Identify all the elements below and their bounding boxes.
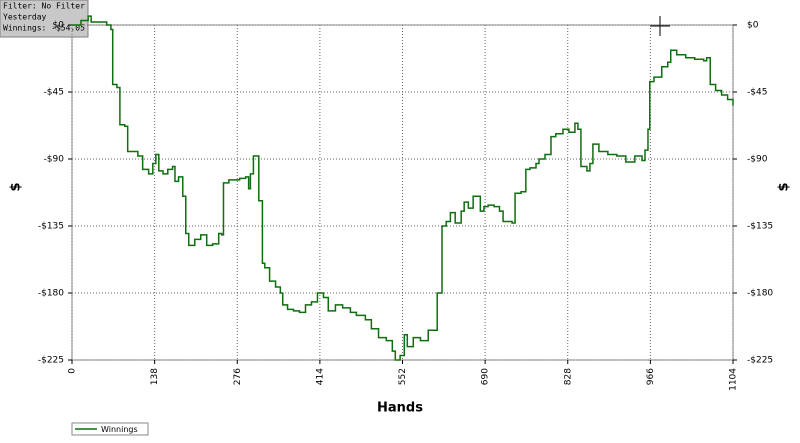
y-tick-label: -$225 [38,356,64,366]
info-text: Yesterday [3,13,47,22]
x-tick-label: 690 [481,368,491,385]
x-tick-label: 828 [563,368,573,385]
y-axis-label: $ [9,182,24,191]
x-tick-label: 1104 [729,368,739,391]
y2-tick-label: -$45 [747,88,767,98]
x-tick-label: 138 [150,368,160,385]
cursor [650,16,670,36]
info-text: Filter: No Filter [3,2,85,11]
line-series [72,15,734,361]
x-tick-label: 0 [68,368,78,374]
legend-label: Winnings [101,425,138,434]
y-tick-label: $0 [53,21,65,31]
y-tick-label: -$180 [38,289,64,299]
info-box: Filter: No Filter Yesterday Winnings: -$… [0,0,89,38]
y-tick-label: -$45 [44,88,64,98]
x-tick-label: 276 [233,368,243,385]
x-tick-label: 966 [646,368,656,385]
info-text: Winnings: -$54.05 [3,24,85,33]
y2-axis-label: $ [777,182,792,191]
y-tick-label: -$90 [44,155,65,165]
info-box-bg [0,0,89,38]
y-tick-label: -$135 [38,222,64,232]
y2-tick-label: -$180 [747,289,773,299]
x-axis-label: Hands [377,401,423,416]
legend-box [71,422,149,436]
y2-tick-label: -$135 [747,222,773,232]
y2-tick-label: -$225 [747,356,773,366]
y2-tick-label: $0 [747,21,759,31]
y2-tick-label: -$90 [747,155,768,165]
x-tick-label: 414 [315,368,325,385]
x-tick-label: 552 [398,368,408,385]
